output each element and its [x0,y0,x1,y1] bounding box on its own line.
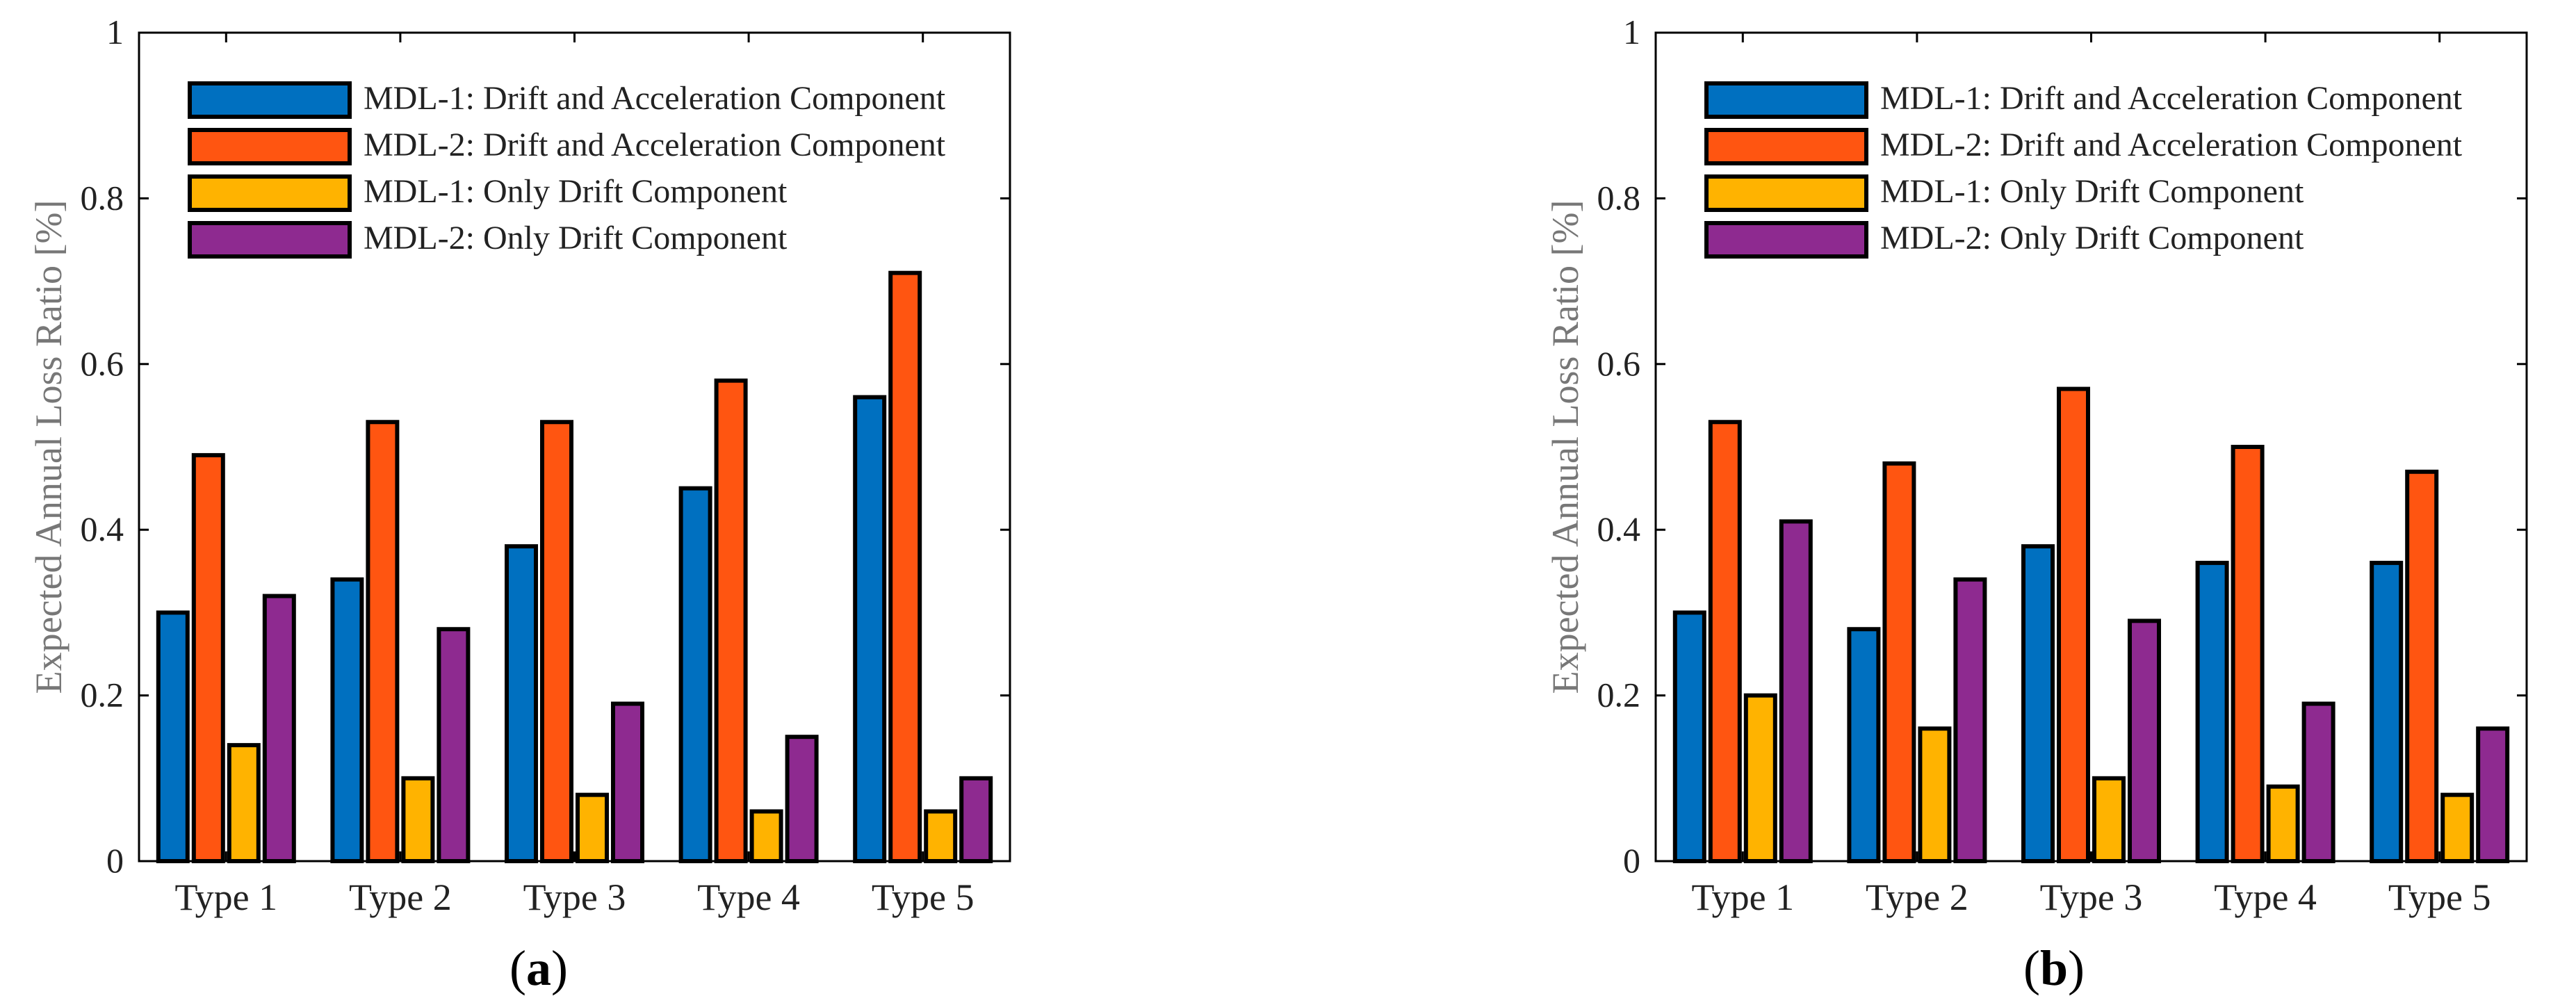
legend-swatch [188,174,352,212]
x-category-label: Type 4 [697,876,800,918]
bar [2021,544,2055,863]
bar [2057,386,2090,863]
panel-label: (a) [510,940,568,996]
bar [576,792,609,864]
legend-swatch [1704,221,1868,259]
bar [262,594,296,863]
legend-label: MDL-2: Drift and Acceleration Component [364,126,946,163]
legend-swatch [188,128,352,165]
bar [191,452,225,863]
panel-label: (b) [2023,940,2085,996]
y-tick-label: 0.8 [81,178,124,217]
legend-label: MDL-1: Only Drift Component [1880,173,2304,210]
x-category-label: Type 1 [1691,876,1794,918]
bar [1847,627,1881,863]
panel-label-open: ( [510,940,526,996]
panel-label-open: ( [2023,940,2040,996]
bar [2405,469,2439,863]
bar [749,809,783,863]
x-category-label: Type 3 [523,876,626,918]
y-tick-label: 0.4 [81,509,124,548]
y-tick-label: 0 [1623,841,1640,880]
y-axis-label: Expected Annual Loss Ratio [%] [1544,200,1586,694]
bar [540,420,573,863]
bar [785,735,819,863]
x-category-label: Type 4 [2214,876,2317,918]
bar [678,486,712,863]
bar [401,776,435,864]
y-tick-label: 0.4 [1597,509,1641,548]
legend-swatch [1704,174,1868,212]
y-tick-label: 0.6 [81,344,124,383]
x-category-label: Type 2 [1866,876,1968,918]
y-tick-label: 1 [106,13,124,51]
legend-swatch [1704,128,1868,165]
legend-label: MDL-2: Only Drift Component [364,220,788,256]
x-category-label: Type 2 [349,876,452,918]
bar [714,378,748,863]
bar [959,776,993,864]
bar [2476,726,2510,864]
bar [924,809,958,863]
legend-swatch [188,81,352,119]
bar [2440,792,2475,864]
bar [227,743,261,863]
bar [437,627,471,863]
x-category-label: Type 5 [872,876,975,918]
bar [1882,461,1916,863]
bar [888,270,922,863]
y-tick-label: 0.8 [1597,178,1641,217]
bar [1672,610,1706,864]
bar [156,610,190,864]
panel-label-letter: a [526,940,551,996]
bar [1708,420,1742,863]
y-tick-label: 0.2 [1597,676,1641,714]
legend-label: MDL-1: Drift and Acceleration Component [1880,80,2463,117]
bar [1743,693,1777,863]
chart-panel-a: 0 0.2 0.4 0.6 0.8 1 Expected Annual Loss Ratio… [28,13,1011,996]
bar [853,395,887,863]
legend-swatch [188,221,352,259]
bar [1779,519,1813,864]
y-tick-label: 1 [1623,13,1640,51]
bar [2231,445,2265,863]
y-tick-label: 0.6 [1597,344,1641,383]
legend-swatch [1704,81,1868,119]
bar [366,420,400,863]
bar [1918,726,1952,864]
bar [1953,577,1987,863]
bar [2370,560,2404,863]
panel-label-close: ) [2068,940,2085,996]
legend-label: MDL-1: Only Drift Component [364,173,788,210]
legend-label: MDL-2: Only Drift Component [1880,220,2304,256]
panel-label-close: ) [551,940,568,996]
legend-label: MDL-2: Drift and Acceleration Component [1880,126,2463,163]
bar [330,577,364,863]
x-category-label: Type 5 [2388,876,2491,918]
y-axis-label: Expected Annual Loss Ratio [%] [28,200,70,694]
x-category-label: Type 3 [2040,876,2143,918]
y-tick-label: 0.2 [81,676,124,714]
bar [2128,619,2161,863]
bar [2092,776,2126,864]
bar [611,701,644,864]
panel-label-letter: b [2040,940,2068,996]
chart-panel-b: 0 0.2 0.4 0.6 0.8 1 Expected Annual Loss Ratio… [1544,13,2528,996]
bar [2266,784,2300,863]
bar [2301,701,2335,864]
bar [505,544,538,863]
y-tick-label: 0 [106,841,124,880]
bar [2195,560,2229,863]
legend-label: MDL-1: Drift and Acceleration Component [364,80,946,117]
x-category-label: Type 1 [174,876,277,918]
